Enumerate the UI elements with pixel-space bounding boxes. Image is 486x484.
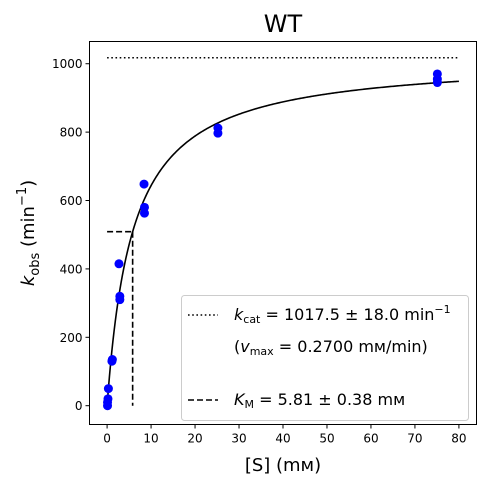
x-axis: 0 10 20 30 40 50 60 70 80 [103, 424, 467, 446]
data-point [103, 394, 113, 404]
y-label-unit-open: (min [18, 206, 39, 253]
y-tick-label: 1000 [52, 57, 83, 71]
fit-curve [106, 80, 459, 406]
x-tick-label: 10 [143, 432, 158, 446]
y-tick-label: 400 [60, 262, 83, 276]
y-label-unit-close: ) [18, 180, 39, 187]
legend-kcat-entry: kcat = 1017.5 ± 18.0 min−1 [234, 303, 451, 326]
data-point [432, 78, 442, 88]
y-tick-label: 800 [60, 126, 83, 140]
data-point [103, 384, 113, 394]
x-tick-label: 70 [407, 432, 422, 446]
legend-km-sub: M [245, 398, 255, 411]
legend-box [181, 295, 469, 421]
legend-km-entry: KM = 5.81 ± 0.38 mм [234, 390, 405, 411]
legend-vmax-v: v [240, 337, 250, 356]
x-axis-label: [S] (mм) [245, 455, 321, 476]
legend: kcat = 1017.5 ± 18.0 min−1 (vmax = 0.270… [181, 295, 469, 421]
y-tick-label: 200 [60, 331, 83, 345]
y-tick-label: 600 [60, 194, 83, 208]
chart-title: WT [264, 10, 303, 38]
y-tick-label: 0 [75, 399, 83, 413]
data-point [107, 355, 117, 365]
legend-vmax-text: = 0.2700 mм/min) [274, 337, 428, 356]
data-point [139, 208, 149, 218]
y-label-sub: obs [28, 253, 43, 276]
y-axis-label: kobs (min−1) [15, 180, 43, 286]
x-tick-label: 30 [231, 432, 246, 446]
data-point [114, 259, 124, 269]
y-label-unit-sup: −1 [15, 187, 30, 206]
x-tick-label: 80 [451, 432, 466, 446]
legend-kcat-sub: cat [243, 313, 261, 326]
x-tick-label: 0 [103, 432, 111, 446]
y-axis: 0 200 400 600 800 1000 [52, 57, 90, 413]
legend-vmax-open: ( [234, 337, 240, 356]
legend-vmax-entry: (vmax = 0.2700 mм/min) [234, 337, 428, 358]
y-label-k: k [18, 274, 39, 286]
data-point [139, 179, 149, 189]
legend-kcat-k: k [234, 305, 244, 324]
plot-area [103, 56, 459, 411]
legend-kcat-text: = 1017.5 ± 18.0 min [260, 305, 434, 324]
legend-km-k: K [234, 390, 246, 409]
x-tick-label: 20 [187, 432, 202, 446]
x-tick-label: 40 [275, 432, 290, 446]
data-point [213, 128, 223, 138]
legend-kcat-sup: −1 [434, 303, 450, 316]
legend-vmax-sub: max [250, 345, 274, 358]
x-tick-label: 50 [319, 432, 334, 446]
legend-km-text: = 5.81 ± 0.38 mм [254, 390, 405, 409]
data-point [115, 291, 125, 301]
x-tick-label: 60 [363, 432, 378, 446]
